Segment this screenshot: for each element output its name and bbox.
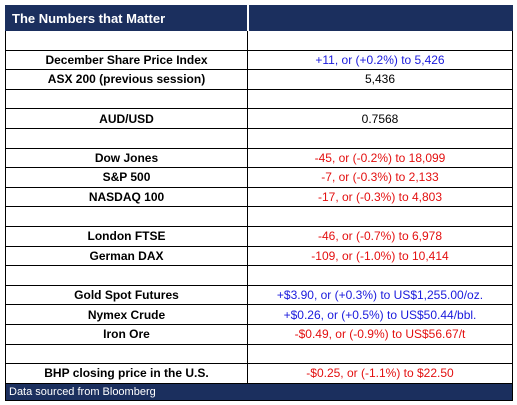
- data-row: Iron Ore -$0.49, or (-0.9%) to US$56.67/t: [5, 323, 513, 345]
- row-value: 5,436: [247, 69, 513, 90]
- data-row: BHP closing price in the U.S. -$0.25, or …: [5, 363, 513, 384]
- spacer-cell: [5, 127, 248, 149]
- spacer-row: [5, 88, 513, 110]
- row-value: -109, or (-1.0%) to 10,414: [247, 245, 513, 267]
- spacer-row: [5, 30, 513, 51]
- table-container: The Numbers that Matter December Share P…: [5, 5, 513, 401]
- spacer-cell: [247, 30, 513, 51]
- row-value: -7, or (-0.3%) to 2,133: [247, 167, 513, 188]
- row-label: BHP closing price in the U.S.: [5, 363, 248, 384]
- row-value: -46, or (-0.7%) to 6,978: [247, 225, 513, 247]
- row-label: S&P 500: [5, 167, 248, 188]
- footer-row: Data sourced from Bloomberg: [5, 382, 513, 401]
- data-row: London FTSE -46, or (-0.7%) to 6,978: [5, 225, 513, 247]
- row-value: -$0.49, or (-0.9%) to US$56.67/t: [247, 323, 513, 345]
- row-label: German DAX: [5, 245, 248, 267]
- data-row: S&P 500 -7, or (-0.3%) to 2,133: [5, 167, 513, 188]
- row-value: +11, or (+0.2%) to 5,426: [247, 49, 513, 71]
- data-row: NASDAQ 100 -17, or (-0.3%) to 4,803: [5, 186, 513, 208]
- spacer-cell: [247, 265, 513, 286]
- spacer-cell: [247, 343, 513, 365]
- spacer-cell: [247, 127, 513, 149]
- spacer-cell: [5, 88, 248, 110]
- row-label: December Share Price Index: [5, 49, 248, 71]
- row-label: AUD/USD: [5, 108, 248, 129]
- row-label: ASX 200 (previous session): [5, 69, 248, 90]
- data-row: Gold Spot Futures +$3.90, or (+0.3%) to U…: [5, 284, 513, 306]
- spacer-cell: [5, 265, 248, 286]
- row-label: Gold Spot Futures: [5, 284, 248, 306]
- row-label: London FTSE: [5, 225, 248, 247]
- data-row: AUD/USD 0.7568: [5, 108, 513, 129]
- spacer-row: [5, 206, 513, 227]
- row-value: +$0.26, or (+0.5%) to US$50.44/bbl.: [247, 304, 513, 325]
- table-body: The Numbers that Matter December Share P…: [5, 5, 513, 401]
- header-title: The Numbers that Matter: [5, 5, 248, 31]
- row-label: Nymex Crude: [5, 304, 248, 325]
- footer-text: Data sourced from Bloomberg: [5, 382, 513, 401]
- spacer-cell: [5, 30, 248, 51]
- data-row: German DAX -109, or (-1.0%) to 10,414: [5, 245, 513, 267]
- row-value: +$3.90, or (+0.3%) to US$1,255.00/oz.: [247, 284, 513, 306]
- spacer-cell: [247, 206, 513, 227]
- spacer-cell: [247, 88, 513, 110]
- row-value: -45, or (-0.2%) to 18,099: [247, 147, 513, 169]
- spacer-row: [5, 265, 513, 286]
- row-label: Iron Ore: [5, 323, 248, 345]
- header-row: The Numbers that Matter: [5, 5, 513, 31]
- header-blank: [246, 5, 513, 31]
- spacer-row: [5, 127, 513, 149]
- data-row: ASX 200 (previous session) 5,436: [5, 69, 513, 90]
- spacer-cell: [5, 206, 248, 227]
- spacer-cell: [5, 343, 248, 365]
- data-row: December Share Price Index +11, or (+0.2%…: [5, 49, 513, 71]
- row-value: -$0.25, or (-1.1%) to $22.50: [247, 363, 513, 384]
- row-label: Dow Jones: [5, 147, 248, 169]
- row-value: 0.7568: [247, 108, 513, 129]
- row-value: -17, or (-0.3%) to 4,803: [247, 186, 513, 208]
- data-row: Nymex Crude +$0.26, or (+0.5%) to US$50.4…: [5, 304, 513, 325]
- spacer-row: [5, 343, 513, 365]
- row-label: NASDAQ 100: [5, 186, 248, 208]
- numbers-table: The Numbers that Matter December Share P…: [5, 5, 513, 401]
- data-row: Dow Jones -45, or (-0.2%) to 18,099: [5, 147, 513, 169]
